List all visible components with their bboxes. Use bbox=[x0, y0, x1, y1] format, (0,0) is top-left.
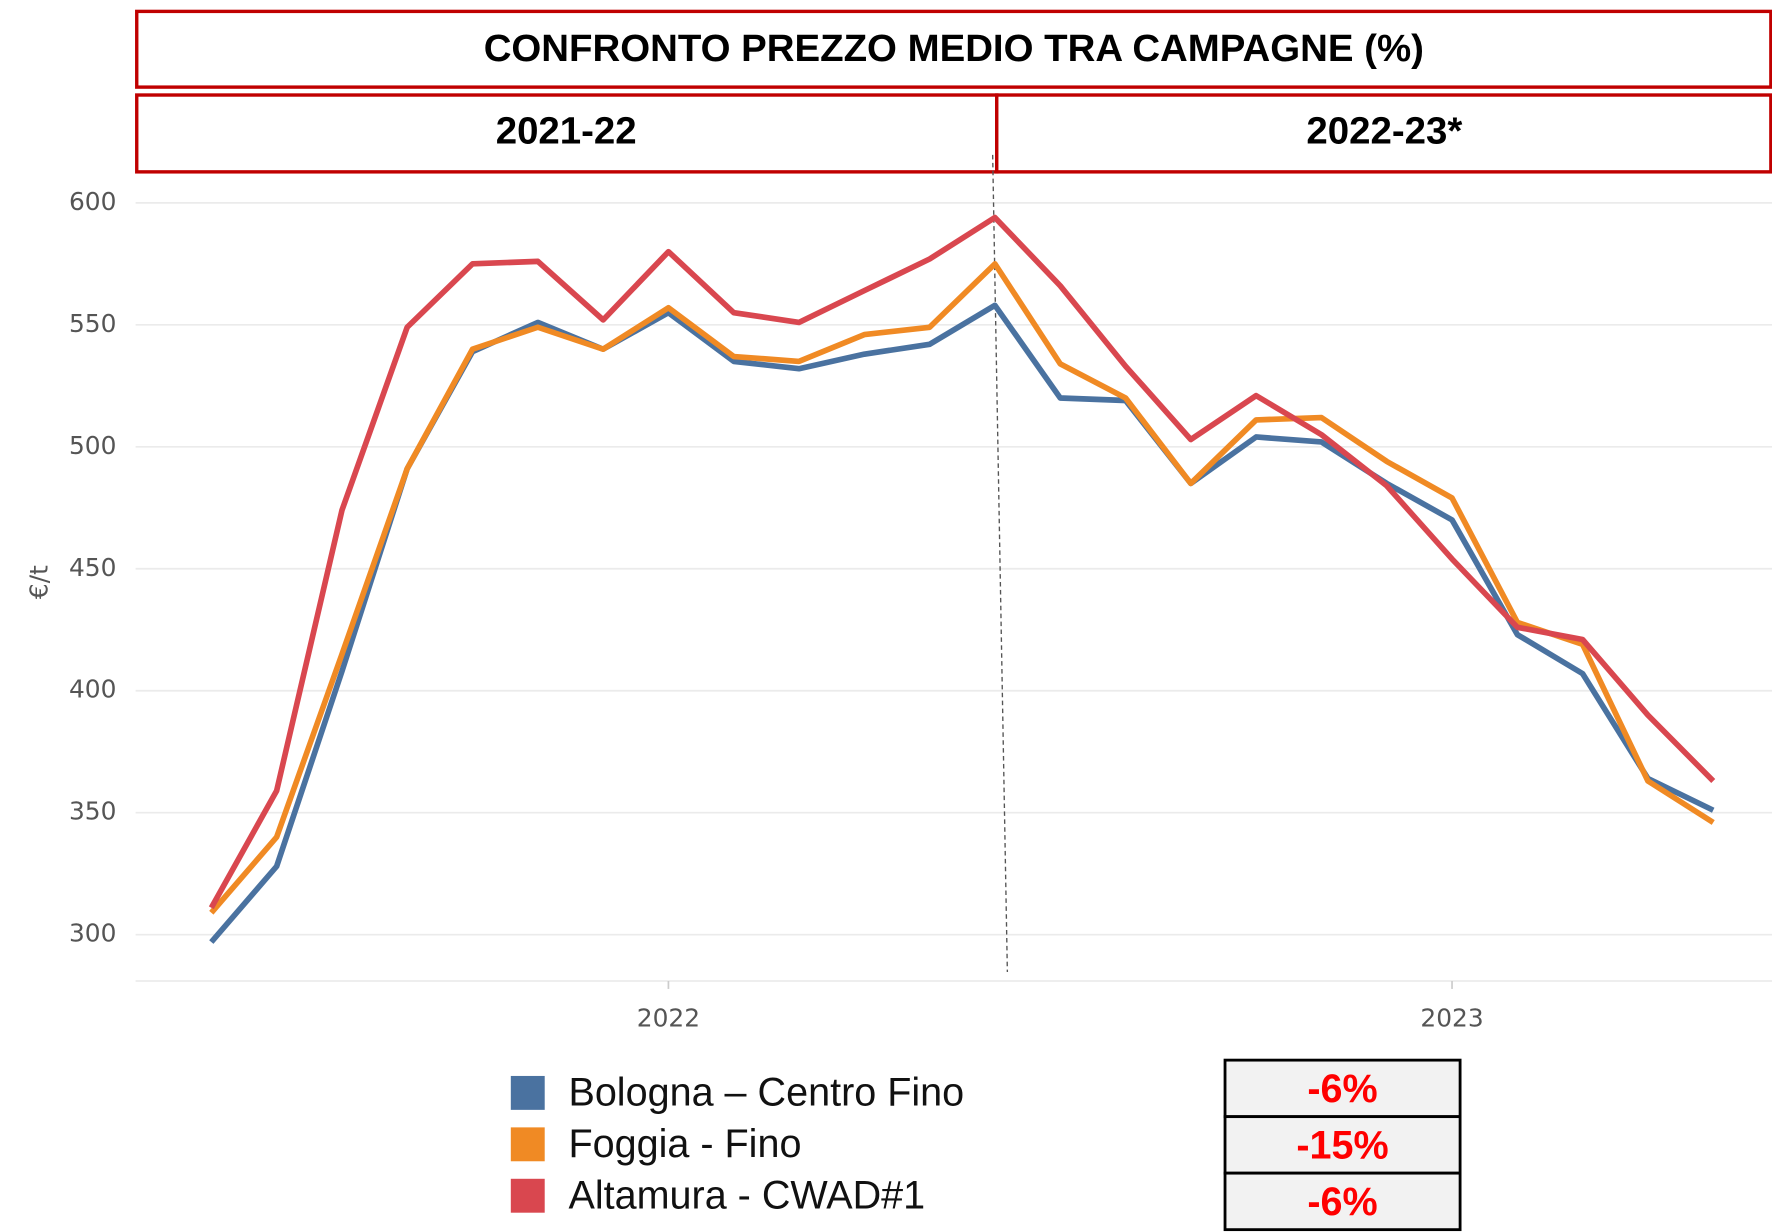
y-tick-label: 400 bbox=[69, 675, 116, 704]
chart-title: CONFRONTO PREZZO MEDIO TRA CAMPAGNE (%) bbox=[484, 27, 1424, 70]
legend-swatch bbox=[510, 1127, 545, 1162]
period-label: 2021-22 bbox=[496, 110, 637, 153]
change-label: -6% bbox=[1307, 1180, 1377, 1224]
change-box bbox=[1223, 1058, 1462, 1119]
legend-swatch bbox=[510, 1178, 545, 1213]
change-label: -15% bbox=[1296, 1124, 1388, 1168]
x-tick-label: 2023 bbox=[1420, 1003, 1483, 1032]
x-tick-label: 2022 bbox=[637, 1003, 700, 1032]
change-box bbox=[1223, 1115, 1462, 1175]
y-axis-label: €/t bbox=[25, 565, 54, 599]
change-box bbox=[1223, 1171, 1462, 1232]
y-tick-label: 350 bbox=[69, 797, 116, 826]
legend-label: Altamura - CWAD#1 bbox=[568, 1173, 925, 1217]
period-box bbox=[135, 93, 999, 174]
series-line bbox=[209, 302, 1715, 944]
title-box bbox=[135, 9, 1772, 89]
legend-swatch bbox=[510, 1075, 545, 1110]
period-box bbox=[995, 93, 1772, 174]
y-tick-label: 300 bbox=[69, 919, 116, 948]
legend-label: Foggia - Fino bbox=[568, 1122, 801, 1166]
series-line bbox=[209, 261, 1715, 915]
change-label: -6% bbox=[1307, 1067, 1377, 1111]
y-tick-label: 500 bbox=[69, 431, 116, 460]
y-tick-label: 550 bbox=[69, 309, 116, 338]
y-tick-label: 600 bbox=[69, 187, 116, 216]
period-label: 2022-23* bbox=[1306, 110, 1462, 153]
divider bbox=[991, 154, 1009, 972]
legend-label: Bologna – Centro Fino bbox=[568, 1071, 964, 1115]
series-line bbox=[208, 214, 1716, 910]
y-tick-label: 450 bbox=[69, 553, 116, 582]
